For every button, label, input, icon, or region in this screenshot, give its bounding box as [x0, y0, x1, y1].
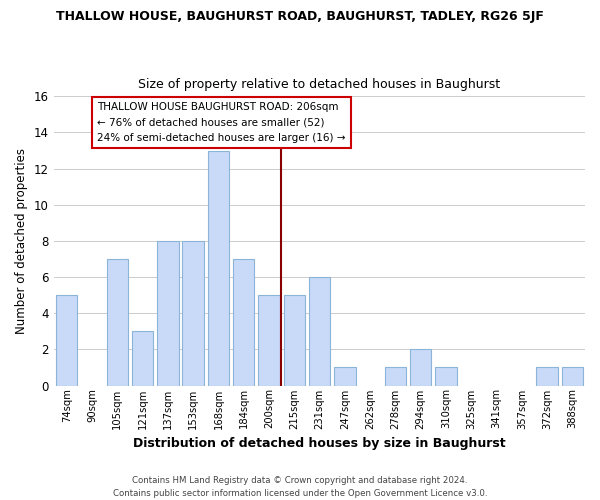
Bar — [208, 150, 229, 386]
Bar — [435, 368, 457, 386]
Bar — [56, 295, 77, 386]
Text: THALLOW HOUSE, BAUGHURST ROAD, BAUGHURST, TADLEY, RG26 5JF: THALLOW HOUSE, BAUGHURST ROAD, BAUGHURST… — [56, 10, 544, 23]
Y-axis label: Number of detached properties: Number of detached properties — [15, 148, 28, 334]
Bar — [334, 368, 356, 386]
Bar — [309, 277, 330, 386]
Bar — [258, 295, 280, 386]
Bar — [182, 241, 204, 386]
Text: THALLOW HOUSE BAUGHURST ROAD: 206sqm
← 76% of detached houses are smaller (52)
2: THALLOW HOUSE BAUGHURST ROAD: 206sqm ← 7… — [97, 102, 346, 143]
X-axis label: Distribution of detached houses by size in Baughurst: Distribution of detached houses by size … — [133, 437, 506, 450]
Bar — [233, 259, 254, 386]
Bar — [385, 368, 406, 386]
Bar — [284, 295, 305, 386]
Bar — [132, 332, 154, 386]
Bar — [562, 368, 583, 386]
Bar — [157, 241, 179, 386]
Bar — [536, 368, 558, 386]
Bar — [410, 350, 431, 386]
Title: Size of property relative to detached houses in Baughurst: Size of property relative to detached ho… — [139, 78, 500, 91]
Bar — [107, 259, 128, 386]
Text: Contains HM Land Registry data © Crown copyright and database right 2024.
Contai: Contains HM Land Registry data © Crown c… — [113, 476, 487, 498]
